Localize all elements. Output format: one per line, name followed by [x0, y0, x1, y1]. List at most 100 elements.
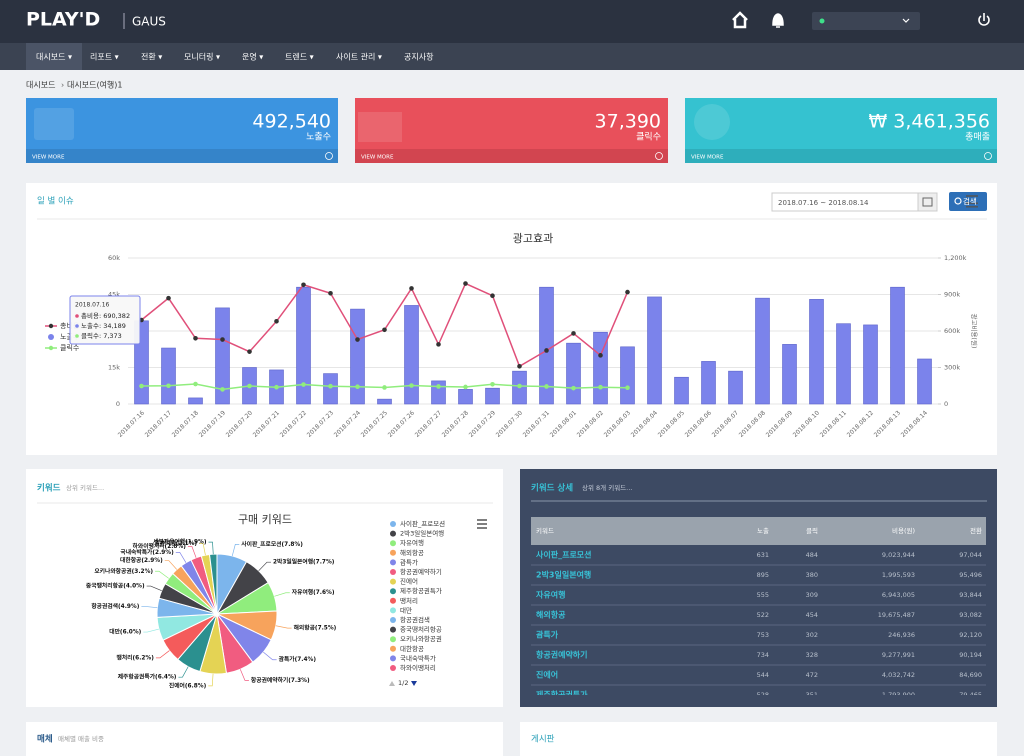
legend-label[interactable]: 진에어 [400, 577, 418, 586]
legend-label[interactable]: 중국땡처리항공 [400, 625, 442, 634]
stat-label: 노출수 [306, 132, 331, 143]
panel-dark [520, 469, 997, 707]
search-label[interactable]: 검색 [963, 196, 977, 206]
nav-item[interactable]: 운영 ▾ [242, 52, 263, 62]
legend-marker [390, 607, 396, 614]
legend-label[interactable]: 자유여행 [400, 538, 424, 547]
logo[interactable]: PLAY'D [26, 9, 100, 31]
legend-label[interactable]: 사이판_프로모션 [400, 519, 445, 528]
view-more[interactable]: VIEW MORE [361, 155, 394, 161]
bar [161, 347, 176, 405]
table-cell[interactable]: 괌특가 [536, 630, 559, 640]
pie-label: 땡처리(6.2%) [117, 653, 155, 661]
table-cell[interactable]: 자유여행 [536, 590, 565, 600]
nav-item[interactable]: 모니터링 ▾ [184, 52, 220, 62]
point [625, 289, 630, 295]
home-icon[interactable] [732, 11, 748, 29]
bell-icon[interactable] [772, 13, 784, 28]
table-cell[interactable]: 제주항공권특가 [536, 690, 588, 700]
table-cell: 555 [757, 591, 769, 599]
table-cell[interactable]: 해외항공 [536, 610, 566, 620]
chart-menu[interactable] [966, 195, 978, 208]
point [544, 348, 549, 353]
table-cell: 472 [806, 671, 818, 679]
leader-line [239, 669, 249, 681]
legend-label[interactable]: 제주항공권특가 [400, 586, 442, 595]
legend-label[interactable]: 항공권예약하기 [400, 567, 442, 576]
date-range: 2018.07.16 ~ 2018.08.14 [778, 199, 869, 207]
legend-label[interactable]: 국내숙박특가 [400, 653, 436, 662]
chart-menu[interactable] [477, 519, 487, 529]
nav-item[interactable]: 전환 ▾ [141, 52, 162, 62]
legend-marker [390, 636, 396, 643]
legend-label[interactable]: 땡처리 [400, 596, 418, 605]
pie-label: 항공권검색(4.9%) [91, 602, 139, 610]
legend-marker [390, 655, 396, 662]
legend-next[interactable] [411, 681, 417, 686]
stat-card-footer[interactable] [355, 149, 668, 163]
table-header-cell: 클릭 [806, 527, 818, 535]
tick-label: 45k [108, 291, 120, 299]
table-cell: 309 [806, 591, 818, 599]
table-header-cell: 전환 [970, 526, 982, 535]
breadcrumb: 대시보드(여행)1 [67, 80, 123, 90]
legend-label[interactable]: 해외항공 [400, 548, 424, 557]
account-select[interactable] [812, 12, 920, 30]
legend-label[interactable]: 클릭수 [60, 344, 80, 352]
pie-label: 세부자유여행(1.9%) [153, 538, 207, 546]
leader-line [274, 592, 290, 597]
legend-prev[interactable] [389, 681, 395, 686]
table-header [531, 517, 986, 545]
nav-item[interactable]: 공지사항 [404, 53, 434, 62]
leader-line [164, 560, 178, 570]
legend-label[interactable]: 항공권검색 [400, 615, 430, 624]
bar [458, 389, 473, 405]
pie-label: 일본여행(2.1%) [154, 539, 197, 547]
legend-label[interactable]: 오키나와항공권 [400, 634, 442, 643]
view-more[interactable]: VIEW MORE [691, 155, 724, 161]
leader-line [231, 544, 240, 557]
stat-card-footer[interactable] [26, 149, 338, 163]
point [355, 337, 360, 342]
bar [215, 307, 230, 405]
breadcrumb[interactable]: 대시보드 [26, 81, 55, 90]
legend-marker [48, 323, 54, 329]
leader-line [258, 561, 271, 572]
legend-label[interactable]: 괌특가 [400, 557, 418, 566]
legend-label[interactable]: 하와이땡처리 [400, 663, 436, 672]
table-cell[interactable]: 항공권예약하기 [536, 650, 588, 660]
table-cell: 753 [757, 631, 769, 639]
nav-item[interactable]: 대시보드 ▾ [36, 53, 72, 62]
point [463, 384, 468, 390]
tooltip-line: 클릭수: 7,373 [81, 332, 122, 340]
axis-title: 광고비용(원) [970, 314, 979, 349]
pie-label: 항공권예약하기(7.3%) [251, 676, 310, 684]
search-icon [954, 197, 962, 205]
panel-subtitle: 매체별 매출 비중 [58, 734, 104, 743]
point [274, 384, 279, 390]
table-cell: 93,082 [959, 611, 982, 619]
legend-label[interactable]: 2박3일일본여행 [400, 529, 444, 538]
pie-label: 자유여행(7.6%) [292, 588, 335, 596]
view-more[interactable]: VIEW MORE [32, 155, 65, 161]
table-cell[interactable]: 진에어 [536, 670, 558, 680]
calendar-button[interactable] [917, 192, 938, 212]
panel-title: 일 별 이슈 [37, 196, 74, 207]
power-icon[interactable] [978, 13, 990, 26]
bar [782, 344, 797, 405]
legend-label[interactable]: 대만 [400, 605, 412, 614]
legend-label[interactable]: 대한항공 [400, 644, 424, 653]
table-cell[interactable]: 사이판_프로모션 [536, 550, 592, 560]
nav-item[interactable]: 리포트 ▾ [90, 53, 119, 62]
nav-item[interactable]: 트렌드 ▾ [285, 52, 314, 62]
point [220, 387, 225, 392]
nav-item[interactable]: 사이트 관리 ▾ [336, 52, 382, 62]
stat-card-footer[interactable] [685, 149, 997, 163]
table-cell: 6,943,005 [882, 591, 915, 599]
nav-bar [0, 43, 1024, 70]
card-watermark [358, 112, 402, 142]
point [166, 383, 171, 389]
table-cell: 84,690 [959, 671, 982, 679]
table-cell[interactable]: 2박3일일본여행 [536, 570, 591, 580]
